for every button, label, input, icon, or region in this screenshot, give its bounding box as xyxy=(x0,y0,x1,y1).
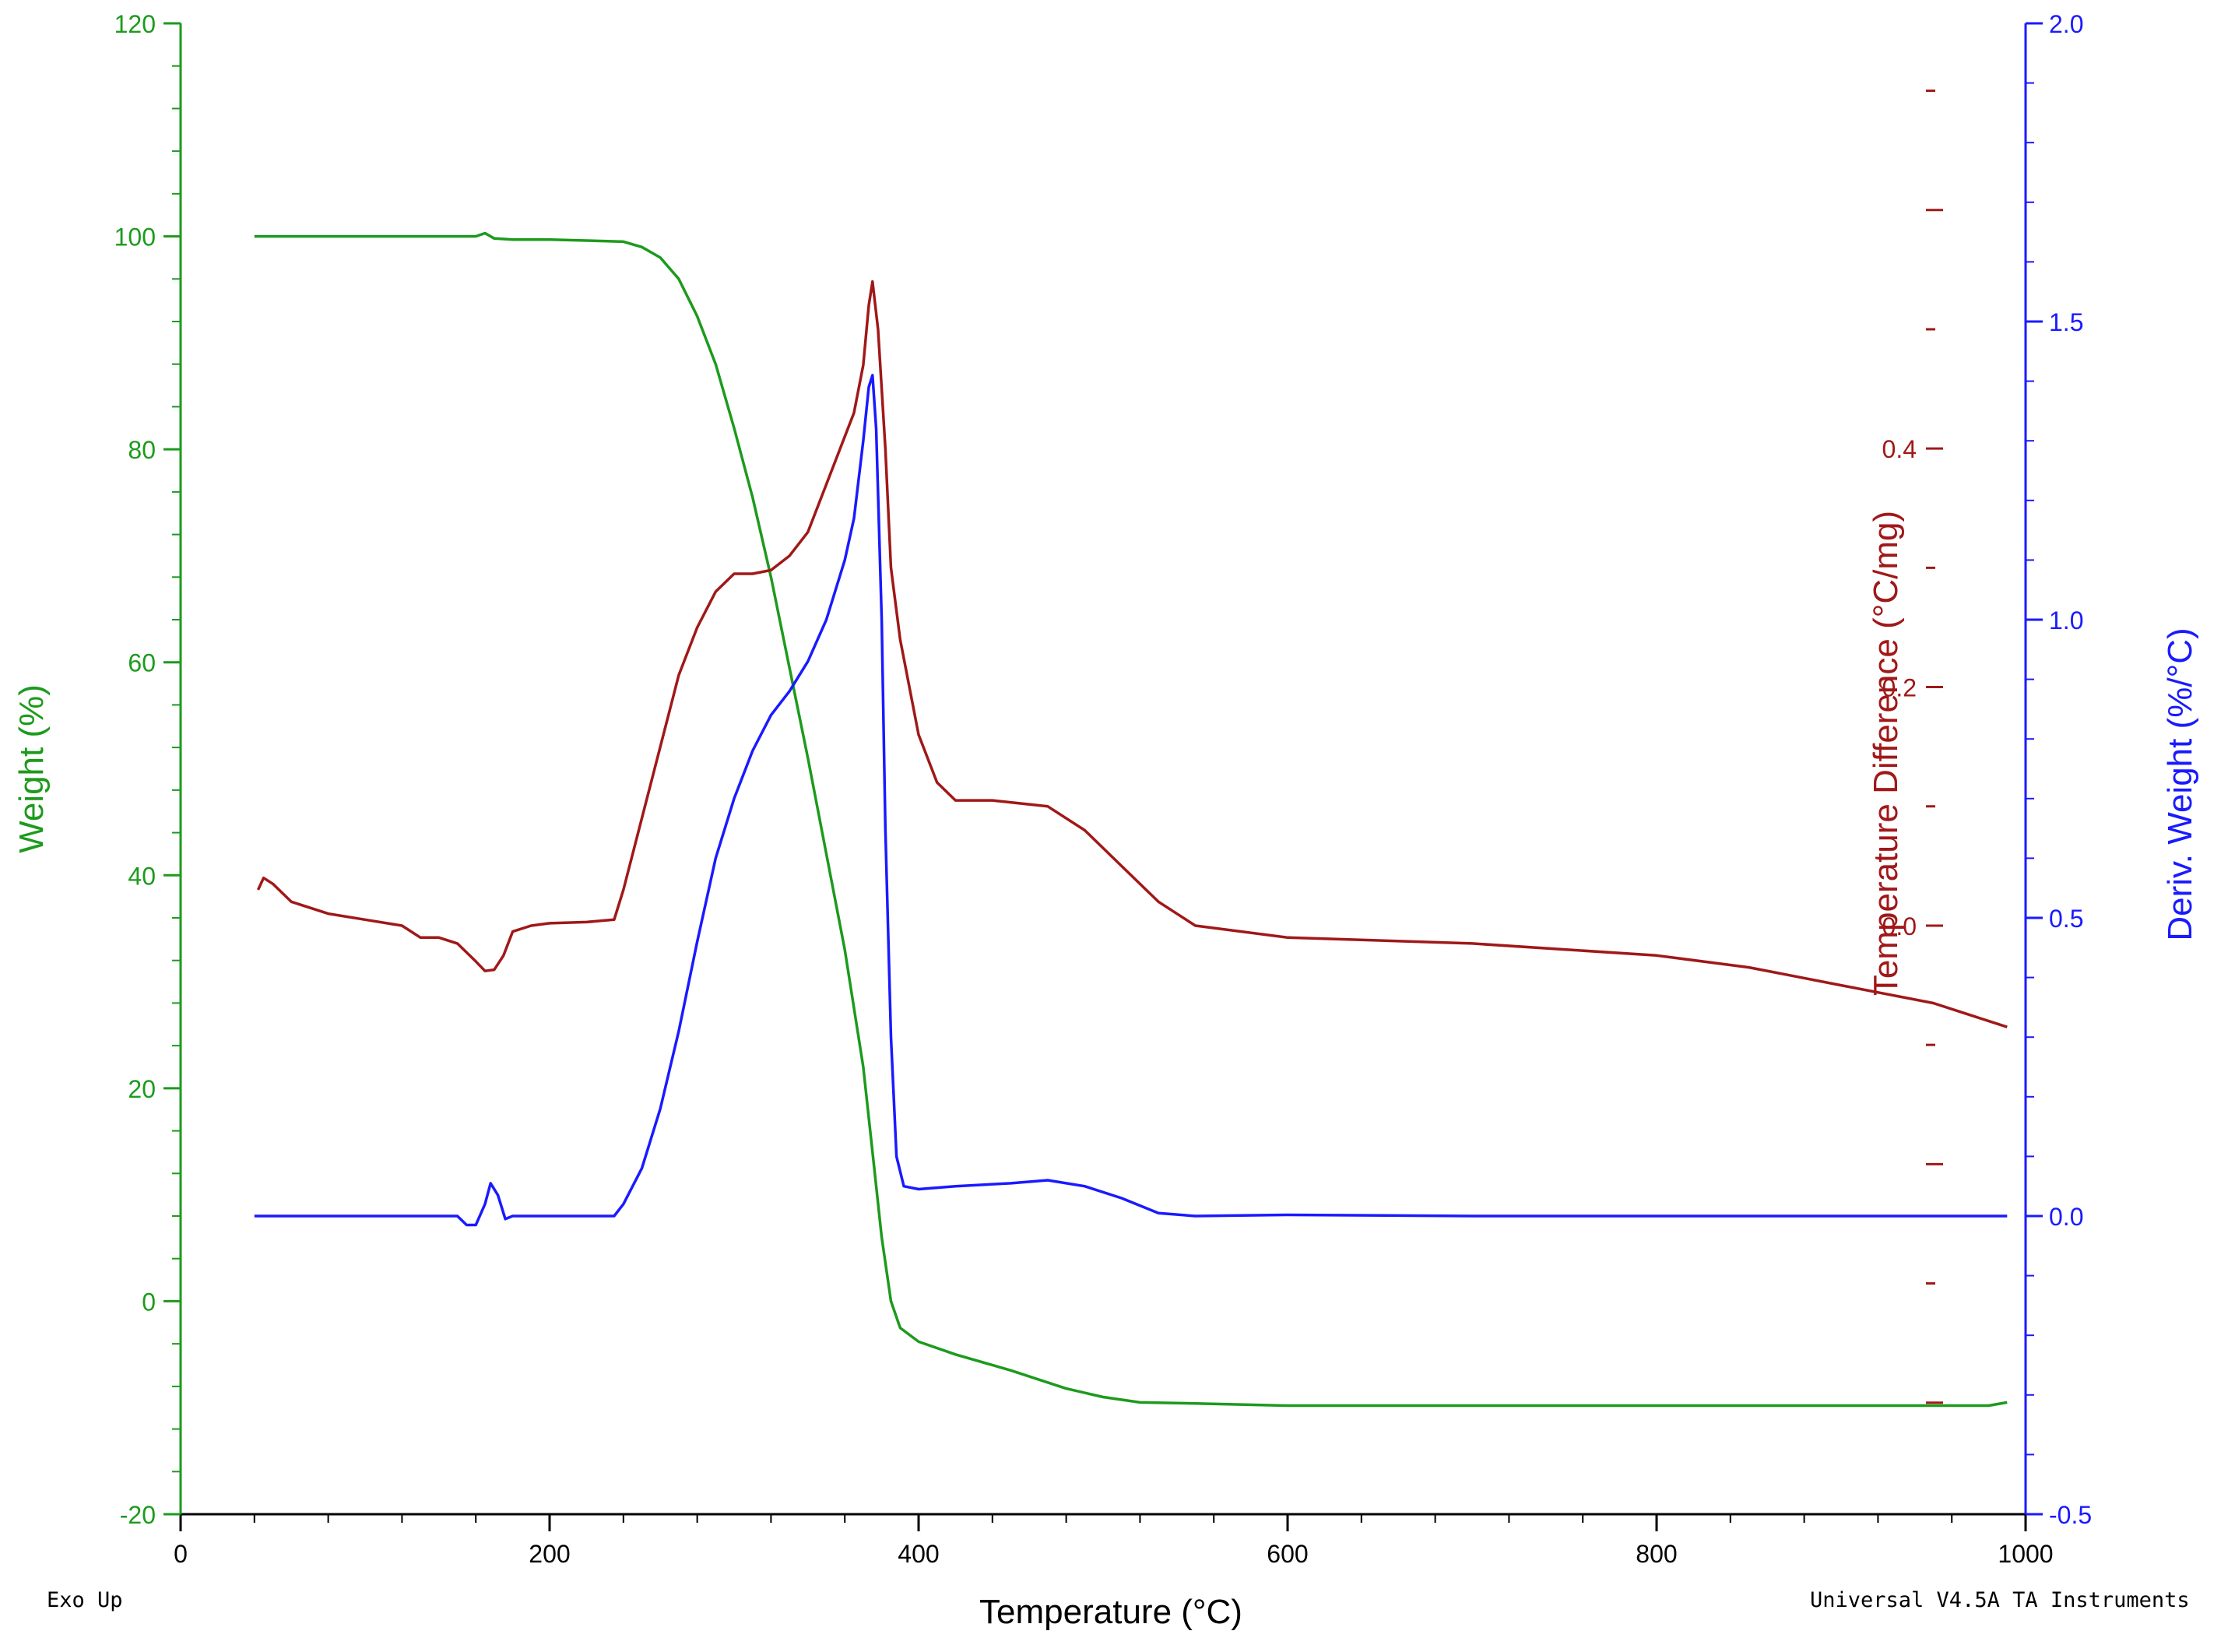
weight-axis-title: Weight (%) xyxy=(12,684,51,853)
weight-tick-label: 80 xyxy=(128,436,156,464)
series-group xyxy=(254,231,2008,1408)
software-version-label: Universal V4.5A TA Instruments xyxy=(1810,1588,2190,1612)
tempdiff-tick-label: 0.0 xyxy=(1882,912,1917,940)
axes-group xyxy=(163,22,2043,1531)
x-tick-label: 1000 xyxy=(1998,1540,2053,1568)
x-axis-title: Temperature (°C) xyxy=(979,1593,1242,1631)
weight-tick-label: 20 xyxy=(128,1075,156,1103)
tempdiff-axis-title: Temperature Difference (°C/mg) xyxy=(1867,511,1905,996)
deriv-tick-label: -0.5 xyxy=(2049,1501,2092,1529)
x-tick-label: 600 xyxy=(1267,1540,1308,1568)
deriv-axis-title: Deriv. Weight (%/°C) xyxy=(2161,627,2199,940)
weight-tick-label: 120 xyxy=(114,10,156,38)
deriv-tick-label: 2.0 xyxy=(2049,10,2083,38)
tempdiff-tick-label: 0.4 xyxy=(1882,435,1917,463)
weight-tick-label: 40 xyxy=(128,862,156,890)
tempdiff-tick-label: 0.2 xyxy=(1882,674,1917,702)
weight-tick-label: -20 xyxy=(120,1501,156,1529)
labels-group: 0 200 400 600 800 1000 Temperature (°C) -20 0 20 4… xyxy=(12,10,2199,1631)
exo-up-label: Exo Up xyxy=(47,1588,123,1612)
deriv-tick-label: 0.5 xyxy=(2049,905,2083,933)
deriv-tick-label: 1.0 xyxy=(2049,606,2083,634)
temp-diff-curve xyxy=(256,279,2008,1028)
deriv-weight-curve xyxy=(254,374,2008,1227)
x-tick-label: 200 xyxy=(529,1540,570,1568)
x-tick-label: 0 xyxy=(174,1540,188,1568)
deriv-tick-label: 1.5 xyxy=(2049,308,2083,336)
weight-curve xyxy=(254,231,2008,1408)
x-tick-label: 800 xyxy=(1636,1540,1677,1568)
weight-tick-label: 100 xyxy=(114,223,156,251)
x-tick-label: 400 xyxy=(898,1540,939,1568)
deriv-tick-label: 0.0 xyxy=(2049,1203,2083,1231)
weight-tick-label: 60 xyxy=(128,649,156,677)
weight-tick-label: 0 xyxy=(142,1288,156,1316)
